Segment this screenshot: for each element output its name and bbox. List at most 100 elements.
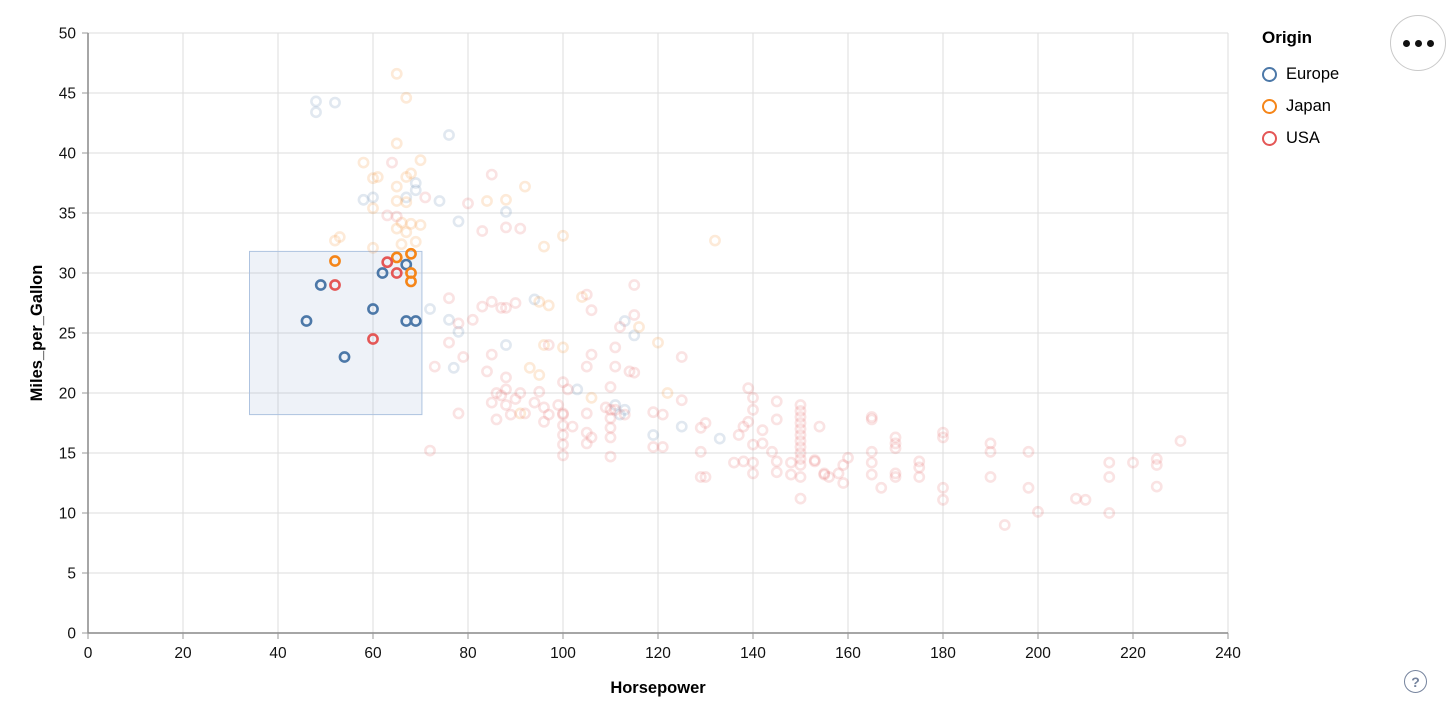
x-tick-label: 0 <box>84 645 93 662</box>
y-tick-label: 45 <box>59 86 76 103</box>
x-tick-label: 60 <box>364 645 382 662</box>
japan-circle-icon <box>1262 98 1277 114</box>
help-button[interactable]: ? <box>1404 670 1427 693</box>
data-point-usa <box>542 408 555 421</box>
data-point-usa <box>732 429 745 441</box>
data-point-usa <box>913 461 926 474</box>
data-point-usa <box>647 406 660 419</box>
data-point-usa <box>462 197 474 210</box>
y-axis-title: Miles_per_Gallon <box>28 265 46 402</box>
data-point-usa <box>656 408 669 421</box>
data-point-usa <box>837 459 850 471</box>
data-point-usa <box>889 431 902 444</box>
data-point-usa <box>794 423 807 435</box>
data-point-usa <box>329 279 341 291</box>
data-point-usa <box>647 441 660 453</box>
data-point-usa <box>476 225 489 237</box>
data-point-usa <box>381 256 394 269</box>
data-point-japan <box>390 137 403 150</box>
data-point-usa <box>490 413 503 426</box>
data-point-usa <box>794 471 807 483</box>
legend-label-europe: Europe <box>1286 64 1340 83</box>
data-point-usa <box>628 279 641 291</box>
data-point-usa <box>785 468 797 481</box>
data-point-usa <box>694 471 707 483</box>
data-point-japan <box>709 234 721 247</box>
data-point-japan <box>414 219 427 231</box>
brush-selection[interactable] <box>249 250 423 416</box>
y-tick-label: 20 <box>59 386 77 403</box>
data-point-usa <box>485 295 498 308</box>
data-point-usa <box>913 455 926 468</box>
data-point-usa <box>794 447 807 459</box>
data-point-usa <box>675 394 688 407</box>
data-point-usa <box>533 385 546 398</box>
chart-options-button[interactable] <box>1390 15 1446 71</box>
data-point-usa <box>889 442 902 455</box>
y-tick-label: 5 <box>67 566 76 583</box>
data-point-usa <box>1150 459 1163 471</box>
data-point-japan <box>390 67 403 80</box>
data-point-usa <box>813 420 826 433</box>
data-point-europe <box>357 193 370 206</box>
data-point-usa <box>785 456 797 469</box>
data-point-usa <box>818 468 831 481</box>
data-point-usa <box>937 431 949 444</box>
data-point-usa <box>737 420 750 433</box>
data-point-usa <box>998 519 1011 531</box>
data-point-usa <box>699 471 712 483</box>
data-point-usa <box>509 393 522 405</box>
data-point-europe <box>571 383 584 396</box>
data-point-usa <box>580 426 593 439</box>
data-point-usa <box>747 403 759 416</box>
data-point-europe <box>409 184 422 197</box>
data-point-usa <box>747 391 759 404</box>
data-point-usa <box>443 336 455 349</box>
data-point-japan <box>371 171 384 183</box>
data-point-usa <box>628 309 641 321</box>
data-point-europe <box>452 325 465 338</box>
data-point-usa <box>452 407 465 420</box>
data-point-usa <box>557 376 569 389</box>
data-point-usa <box>694 421 707 434</box>
data-point-japan <box>633 321 645 333</box>
data-point-usa <box>514 222 527 235</box>
data-point-usa <box>604 450 617 463</box>
data-point-japan <box>405 217 417 230</box>
data-point-europe <box>433 195 446 207</box>
data-point-europe <box>376 267 389 279</box>
data-point-usa <box>1127 456 1139 469</box>
data-point-usa <box>865 468 878 481</box>
data-point-europe <box>424 303 436 315</box>
data-point-usa <box>694 445 707 458</box>
data-point-usa <box>742 382 755 395</box>
data-point-japan <box>329 234 341 247</box>
data-point-usa <box>937 481 949 494</box>
data-point-europe <box>614 408 626 421</box>
data-point-japan <box>400 171 413 183</box>
data-point-usa <box>585 348 598 361</box>
data-point-usa <box>509 297 522 309</box>
x-tick-label: 120 <box>645 645 671 662</box>
data-point-usa <box>481 365 493 378</box>
ellipsis-icon <box>1414 39 1422 47</box>
data-point-usa <box>609 360 622 373</box>
data-point-europe <box>310 106 322 119</box>
data-point-usa <box>770 466 783 479</box>
question-mark-icon: ? <box>1411 673 1420 690</box>
data-point-usa <box>500 383 512 396</box>
data-point-usa <box>766 445 778 458</box>
legend-label-usa: USA <box>1286 128 1320 147</box>
data-point-japan <box>585 391 598 404</box>
data-point-usa <box>794 441 807 453</box>
x-axis-title: Horsepower <box>610 679 706 697</box>
data-point-europe <box>409 315 422 327</box>
data-point-usa <box>485 348 498 361</box>
data-point-usa <box>937 493 949 506</box>
usa-circle-icon <box>1262 130 1277 146</box>
data-point-usa <box>466 313 479 326</box>
data-point-usa <box>618 408 631 421</box>
data-point-japan <box>333 231 346 243</box>
data-point-usa <box>1103 507 1116 519</box>
